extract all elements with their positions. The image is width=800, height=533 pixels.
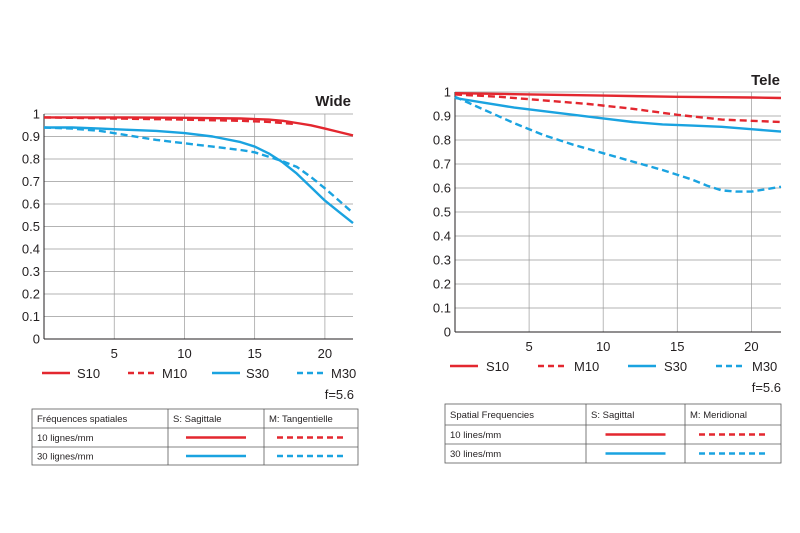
chart-tele: 00.10.20.30.40.50.60.70.80.915 10 15 20Tele… [433,72,782,464]
table-header: Fréquences spatiales [37,414,128,425]
table-row-label: 30 lines/mm [450,449,501,460]
series-line-s10 [454,92,782,100]
aperture-annotation: f=5.6 [752,380,781,395]
y-tick-label: 0.1 [433,301,451,316]
y-tick-label: 0.7 [433,157,451,172]
chart-title: Wide [315,93,351,110]
table-header: M: Meridional [690,410,747,421]
y-tick-label: 0.8 [22,152,40,167]
x-tick-label: 15 [247,346,261,361]
y-tick-label: 0.8 [433,133,451,148]
y-tick-label: 0 [33,332,40,347]
y-tick-label: 1 [33,107,40,122]
table-header: S: Sagittal [591,410,634,421]
legend-label-s10: S10 [77,366,100,381]
table-row-label: 10 lignes/mm [37,433,94,444]
legend-table: Spatial Frequencies S: Sagittal M: Meridio… [444,403,782,464]
series-line-m30 [454,95,782,193]
y-tick-label: 0.7 [22,174,40,189]
series-line-m30 [43,126,354,214]
y-tick-label: 0.5 [22,219,40,234]
y-tick-label: 0.1 [22,309,40,324]
grid [455,91,781,332]
table-header: S: Sagittale [173,414,222,425]
y-tick-label: 0.9 [22,129,40,144]
x-tick-label: 10 [596,339,610,354]
y-tick-label: 0 [444,325,451,340]
series-line-s30 [44,126,354,225]
x-tick-label: 15 [670,339,684,354]
legend-label-m10: M10 [574,359,599,374]
y-tick-label: 0.3 [433,253,451,268]
legend-label-s10: S10 [486,359,509,374]
y-tick-label: 0.4 [433,229,451,244]
y-tick-label: 0.5 [433,205,451,220]
aperture-annotation: f=5.6 [325,387,354,402]
y-tick-label: 0.2 [433,277,451,292]
legend-label-m10: M10 [162,366,187,381]
y-tick-label: 0.4 [22,242,40,257]
legend-label-m30: M30 [752,359,777,374]
x-tick-label: 20 [744,339,758,354]
table-row-label: 30 lignes/mm [37,452,94,463]
grid [44,113,353,339]
y-tick-label: 0.3 [22,264,40,279]
y-tick-label: 0.6 [433,181,451,196]
chart-wide: 00.10.20.30.40.50.60.70.80.915 10 15 20Wide… [22,93,359,466]
legend: S10 M10 S30 M30 [42,366,356,381]
chart-title: Tele [751,72,780,89]
series-line-s10 [44,116,354,137]
legend: S10 M10 S30 M30 [450,359,777,374]
table-header: M: Tangentielle [269,414,333,425]
x-tick-label: 20 [318,346,332,361]
y-tick-label: 0.6 [22,197,40,212]
x-tick-label: 5 [525,339,532,354]
legend-table: Fréquences spatiales S: Sagittale M: Tange… [31,408,359,466]
series-line-s30 [454,96,782,133]
x-tick-label: 5 [111,346,118,361]
series-line-m10 [43,116,297,126]
legend-label-s30: S30 [664,359,687,374]
series-line-m10 [454,93,782,124]
table-header: Spatial Frequencies [450,410,534,421]
table-row-label: 10 lines/mm [450,430,501,441]
x-tick-label: 10 [177,346,191,361]
legend-label-m30: M30 [331,366,356,381]
y-tick-label: 1 [444,85,451,100]
y-tick-label: 0.2 [22,287,40,302]
y-tick-label: 0.9 [433,109,451,124]
legend-label-s30: S30 [246,366,269,381]
